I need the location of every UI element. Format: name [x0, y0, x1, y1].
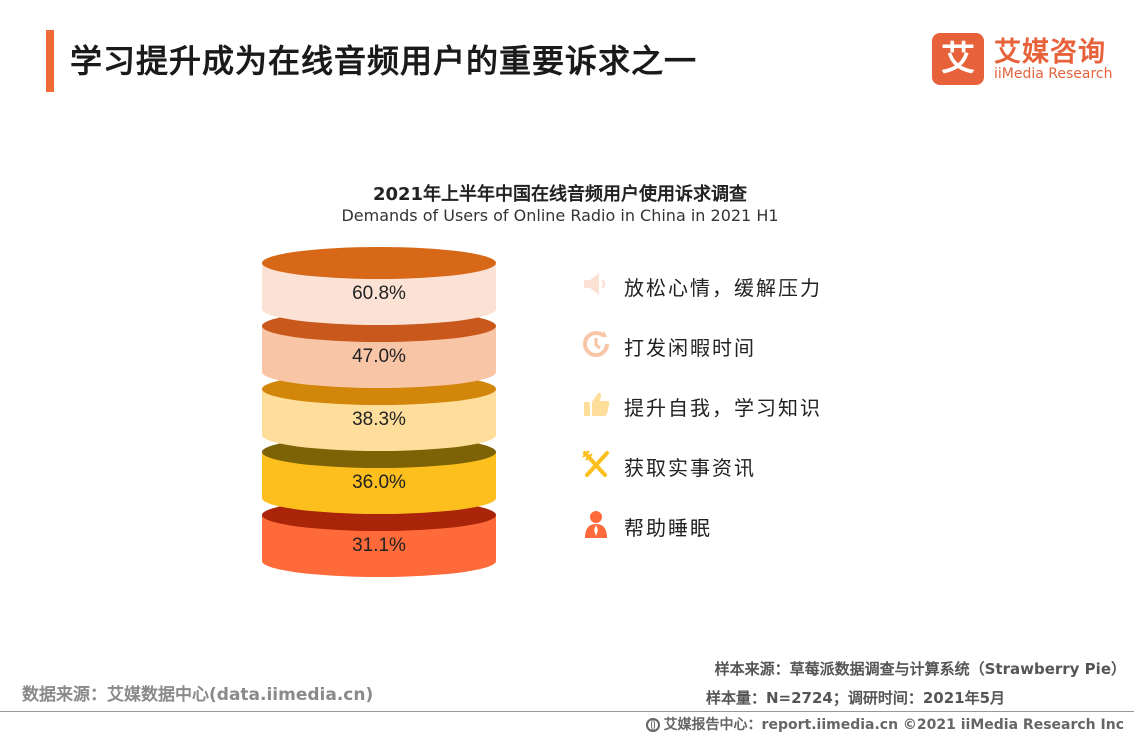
footer-divider [0, 711, 1134, 712]
legend-item-pastime: 打发闲暇时间 [580, 324, 900, 364]
speaker-icon [584, 273, 606, 295]
logo-cn-text: 艾媒咨询 [994, 37, 1106, 68]
value-label: 36.0% [352, 472, 406, 493]
legend-label: 帮助睡眠 [624, 516, 712, 540]
sample-source: 样本来源：草莓派数据调查与计算系统（Strawberry Pie） [714, 660, 1126, 678]
value-label: 47.0% [352, 346, 406, 367]
cylinder-side [262, 515, 496, 577]
legend-item-news: 获取实事资讯 [580, 444, 900, 484]
value-label: 60.8% [352, 283, 406, 304]
value-label: 31.1% [352, 535, 406, 556]
legend-label: 提升自我，学习知识 [624, 396, 822, 420]
header-accent-bar [46, 30, 54, 92]
legend-label: 获取实事资讯 [624, 456, 756, 480]
cylinder-segment: 60.8% [262, 247, 496, 325]
logo-mark-icon: 艾 [932, 33, 984, 85]
clock-icon [583, 331, 609, 357]
page-title: 学习提升成为在线音频用户的重要诉求之一 [70, 42, 698, 80]
fork-knife-icon [582, 450, 609, 477]
chart-title: 2021年上半年中国在线音频用户使用诉求调查 [372, 184, 748, 205]
value-label: 38.3% [352, 409, 406, 430]
thumbs-up-icon [584, 392, 610, 416]
cylinder-side [262, 389, 496, 451]
chart-subtitle: Demands of Users of Online Radio in Chin… [341, 206, 779, 225]
legend-label: 放松心情，缓解压力 [624, 276, 822, 300]
data-source: 数据来源：艾媒数据中心(data.iimedia.cn) [22, 685, 374, 705]
person-icon [585, 511, 607, 538]
cylinder-side [262, 263, 496, 325]
legend-label: 打发闲暇时间 [624, 336, 756, 360]
legend-item-relax: 放松心情，缓解压力 [580, 264, 900, 304]
legend-item-sleep: 帮助睡眠 [580, 504, 900, 544]
report-center-footer: 艾媒报告中心：report.iimedia.cn ©2021 iiMedia R… [645, 714, 1124, 734]
legend-item-learning: 提升自我，学习知识 [580, 384, 900, 424]
globe-icon [645, 718, 660, 732]
iimedia-logo[interactable]: 艾 艾媒咨询 iiMedia Research [932, 30, 1122, 86]
cylinder-side [262, 452, 496, 514]
cylinder-side [262, 326, 496, 388]
report-center-text: 艾媒报告中心：report.iimedia.cn ©2021 iiMedia R… [663, 717, 1124, 733]
cylinder-top [262, 247, 496, 279]
sample-size: 样本量：N=2724；调研时间：2021年5月 [706, 689, 1006, 707]
logo-en-text: iiMedia Research [994, 66, 1113, 82]
